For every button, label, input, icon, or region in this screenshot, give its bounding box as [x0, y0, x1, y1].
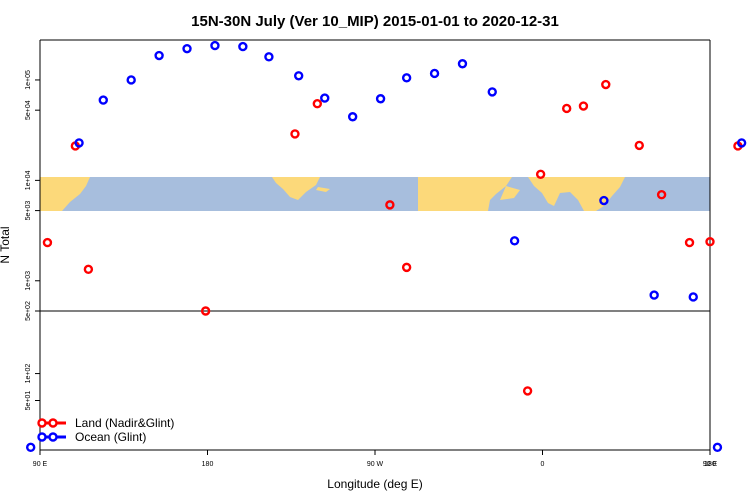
- map-land-asia-east: [40, 177, 90, 211]
- x-tick-label: 180: [202, 461, 214, 468]
- ocean-point: [736, 138, 747, 148]
- map-land-philippines: [58, 192, 66, 205]
- ocean-point: [238, 41, 248, 52]
- legend-label: Land (Nadir&Glint): [75, 416, 174, 430]
- map-land-africa-arabia: [418, 177, 512, 211]
- y-axis-ticks: 1e+05 5e+04 1e+04 5e+03 1e+03 5e+02 1e+02 5e+01: [25, 70, 40, 410]
- y-tick-label: 1e+02: [25, 364, 32, 384]
- ocean-point: [375, 94, 386, 104]
- land-point: [401, 262, 412, 273]
- x-tick-label: 180: [704, 461, 716, 468]
- y-tick-label: 1e+05: [25, 70, 32, 90]
- land-point: [535, 169, 546, 179]
- legend: Land (Nadir&Glint)Ocean (Glint): [37, 416, 174, 444]
- map-land-cuba: [316, 187, 330, 192]
- ocean-point: [457, 59, 468, 69]
- ocean-point: [154, 50, 164, 61]
- world-map-band: [40, 177, 710, 211]
- land-point: [200, 306, 211, 316]
- y-tick-label: 5e+04: [25, 100, 32, 120]
- ocean-point: [264, 52, 274, 62]
- ocean-point: [599, 195, 609, 206]
- land-point: [634, 140, 644, 151]
- ocean-point: [74, 138, 84, 148]
- y-tick-label: 5e+02: [25, 301, 32, 321]
- land-point: [385, 200, 395, 210]
- x-axis-label: Longitude (deg E): [327, 477, 422, 491]
- ocean-point: [126, 75, 136, 85]
- map-land-arabia-tip: [500, 186, 520, 200]
- map-land-mexico: [272, 177, 320, 200]
- ocean-point: [347, 112, 358, 122]
- ocean-point: [182, 43, 192, 54]
- land-point: [290, 129, 300, 139]
- legend-marker: [48, 432, 58, 442]
- land-point: [312, 99, 323, 109]
- ocean-point: [688, 292, 698, 302]
- ocean-point: [401, 73, 412, 83]
- ocean-point: [320, 93, 330, 103]
- land-point: [522, 386, 533, 396]
- y-tick-label: 1e+03: [25, 271, 32, 291]
- x-tick-label: 0: [541, 461, 545, 468]
- x-tick-label: 90 E: [33, 461, 48, 468]
- data-points: [25, 40, 747, 453]
- legend-label: Ocean (Glint): [75, 430, 146, 444]
- ocean-point: [509, 236, 520, 246]
- land-point: [83, 264, 94, 275]
- legend-marker: [37, 418, 47, 428]
- ocean-point: [649, 290, 659, 300]
- land-point: [42, 237, 53, 248]
- legend-marker: [48, 418, 58, 428]
- legend-marker: [37, 432, 47, 442]
- land-point: [684, 237, 695, 248]
- land-point: [578, 101, 589, 111]
- chart-title: 15N-30N July (Ver 10_MIP) 2015-01-01 to …: [191, 13, 559, 30]
- y-tick-label: 1e+04: [25, 170, 32, 190]
- land-point: [656, 189, 667, 200]
- ocean-point: [712, 442, 723, 453]
- ocean-point: [210, 40, 220, 51]
- ocean-point: [293, 71, 304, 81]
- land-point: [601, 79, 611, 90]
- ocean-point: [25, 442, 36, 453]
- land-point: [561, 103, 572, 114]
- y-tick-label: 5e+01: [25, 391, 32, 411]
- y-tick-label: 5e+03: [25, 201, 32, 221]
- x-tick-label: 90 E: [703, 461, 718, 468]
- ocean-point: [429, 68, 440, 79]
- y-axis-label: N Total: [0, 226, 12, 263]
- x-tick-label: 90 W: [367, 461, 384, 468]
- ocean-point: [98, 95, 108, 105]
- ocean-point: [487, 87, 497, 97]
- land-point: [705, 236, 715, 247]
